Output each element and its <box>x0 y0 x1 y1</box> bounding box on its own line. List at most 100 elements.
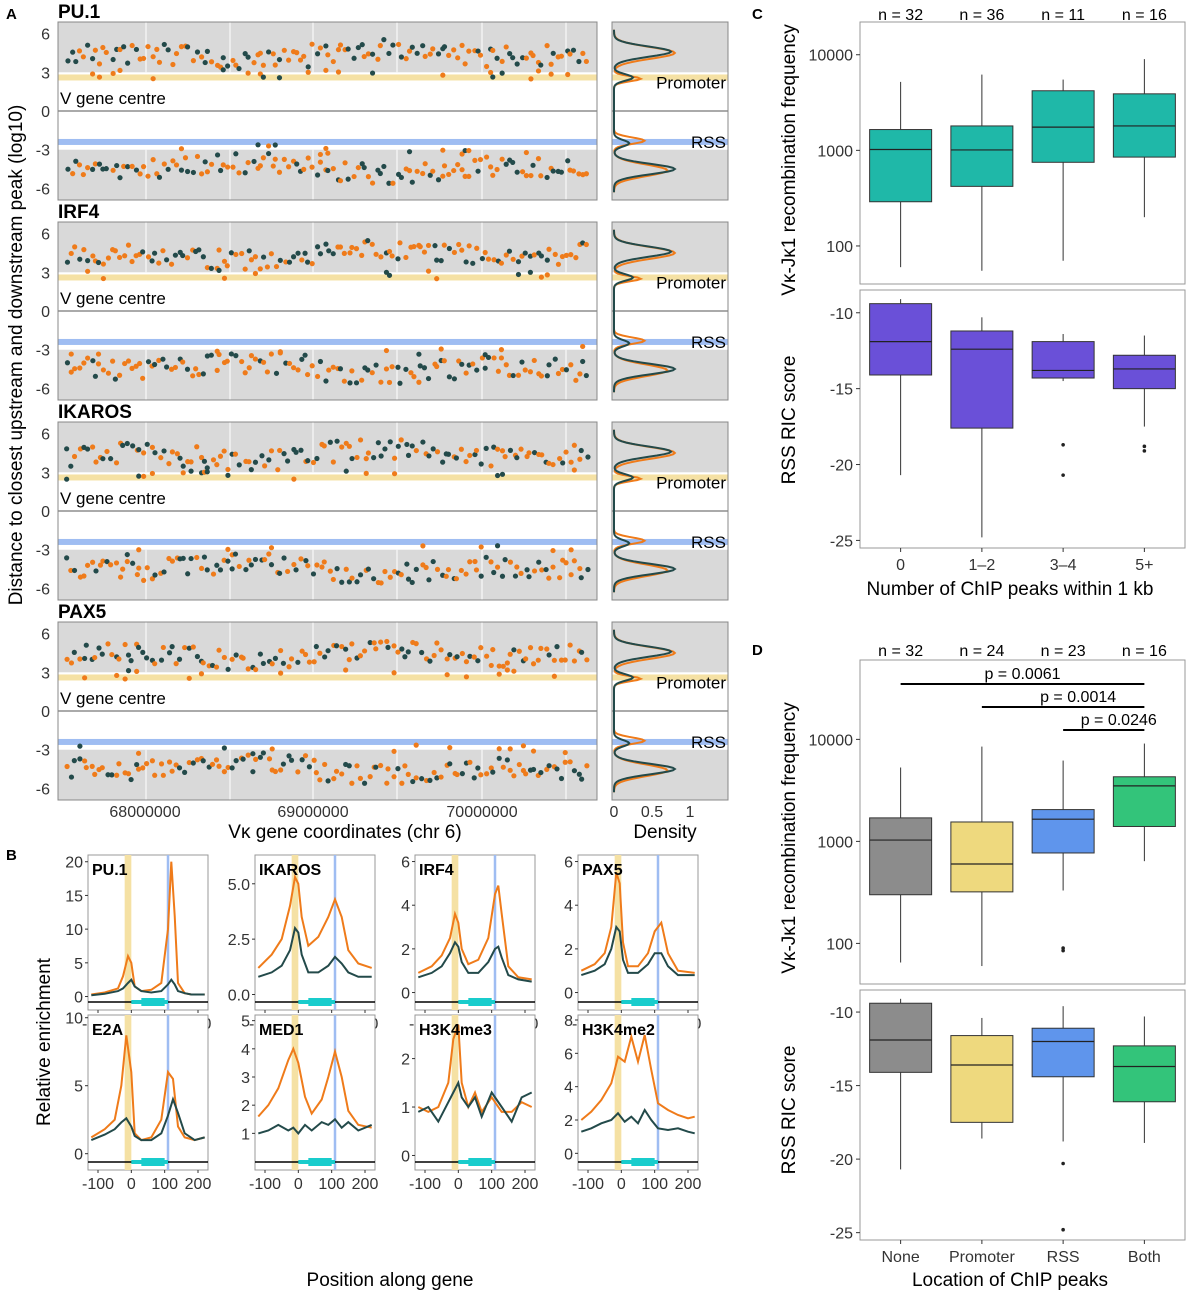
data-point <box>544 766 550 773</box>
y-tick-label: 10000 <box>809 732 854 749</box>
data-point <box>286 360 293 367</box>
facet-irf4: 6 3 0 -3 -6 IRF4 V gene centre Promoter RSS <box>36 202 729 401</box>
data-point <box>425 268 432 274</box>
data-point <box>567 759 573 765</box>
data-point <box>538 253 545 259</box>
data-point <box>122 360 128 367</box>
data-point <box>204 169 211 175</box>
data-point <box>546 575 552 581</box>
data-point <box>236 170 242 176</box>
data-point <box>522 250 528 256</box>
data-point <box>143 655 150 661</box>
data-point <box>506 372 513 378</box>
factor-title: IRF4 <box>58 202 100 223</box>
data-point <box>453 455 460 461</box>
data-point <box>122 676 128 682</box>
data-point <box>277 257 283 263</box>
data-point <box>285 458 291 464</box>
data-point <box>317 159 324 165</box>
data-point <box>430 558 436 565</box>
series-line-orange <box>417 885 532 981</box>
data-point <box>293 449 299 455</box>
data-point <box>72 366 78 372</box>
data-point <box>375 56 381 62</box>
data-point <box>270 163 276 169</box>
data-point <box>176 765 183 771</box>
density-promoter-band <box>612 274 728 281</box>
data-point <box>357 775 363 781</box>
data-point <box>100 558 106 564</box>
data-point <box>538 173 544 179</box>
plot-frame <box>254 854 376 1011</box>
data-point <box>170 61 176 68</box>
data-point <box>330 166 336 172</box>
data-point <box>125 358 132 364</box>
data-point <box>523 149 529 156</box>
data-point <box>266 49 272 55</box>
data-point <box>559 366 566 373</box>
data-point <box>166 461 172 467</box>
data-point <box>339 771 345 777</box>
data-point <box>152 450 158 456</box>
plot-frame <box>577 1014 699 1171</box>
data-point <box>466 173 472 180</box>
data-point <box>378 254 384 260</box>
data-point <box>134 668 140 675</box>
series-line-orange <box>257 873 373 969</box>
x-tick-label: 5+ <box>1135 557 1153 574</box>
data-point <box>420 543 426 549</box>
data-point <box>272 62 278 68</box>
n-label: n = 36 <box>959 7 1004 24</box>
data-point <box>68 774 75 780</box>
data-point <box>286 57 292 63</box>
density-downstream-region <box>612 149 728 200</box>
y-tick-label: 0 <box>41 504 50 521</box>
data-point <box>479 255 485 262</box>
data-point <box>528 172 534 179</box>
data-point <box>474 245 480 251</box>
data-point <box>216 267 222 273</box>
data-point <box>257 754 263 760</box>
data-point <box>511 647 517 653</box>
data-point <box>475 658 481 664</box>
data-point <box>577 456 583 462</box>
data-point <box>109 772 115 778</box>
data-point <box>404 561 410 567</box>
data-point <box>99 765 105 771</box>
data-point <box>568 547 574 553</box>
data-point <box>576 171 582 177</box>
data-point <box>510 159 516 166</box>
data-point <box>459 771 465 777</box>
data-point <box>68 351 74 357</box>
data-point <box>359 42 365 48</box>
data-point <box>116 761 122 767</box>
data-point <box>335 69 342 75</box>
data-point <box>164 364 170 370</box>
data-point <box>236 462 242 468</box>
data-point <box>558 775 565 782</box>
box <box>869 129 933 203</box>
data-point <box>571 658 578 664</box>
n-label: n = 23 <box>1041 643 1086 660</box>
panel-d-bottom-y-label: RSS RIC score <box>779 1046 800 1175</box>
data-point <box>170 158 176 164</box>
data-point <box>96 645 102 651</box>
y-tick-label: -6 <box>36 381 50 398</box>
data-point <box>473 567 480 573</box>
data-point <box>252 356 259 362</box>
density-curve-dark <box>613 629 677 793</box>
data-point <box>485 256 492 262</box>
data-point <box>283 259 289 265</box>
data-point <box>409 44 415 50</box>
data-point <box>334 566 340 572</box>
data-point <box>565 71 571 78</box>
data-point <box>200 371 206 377</box>
data-point <box>406 168 413 174</box>
data-point <box>466 147 472 154</box>
data-point <box>378 580 384 586</box>
data-point <box>576 58 582 65</box>
data-point <box>248 467 254 473</box>
data-point <box>416 379 422 385</box>
data-point <box>571 768 578 774</box>
data-point <box>176 656 183 662</box>
